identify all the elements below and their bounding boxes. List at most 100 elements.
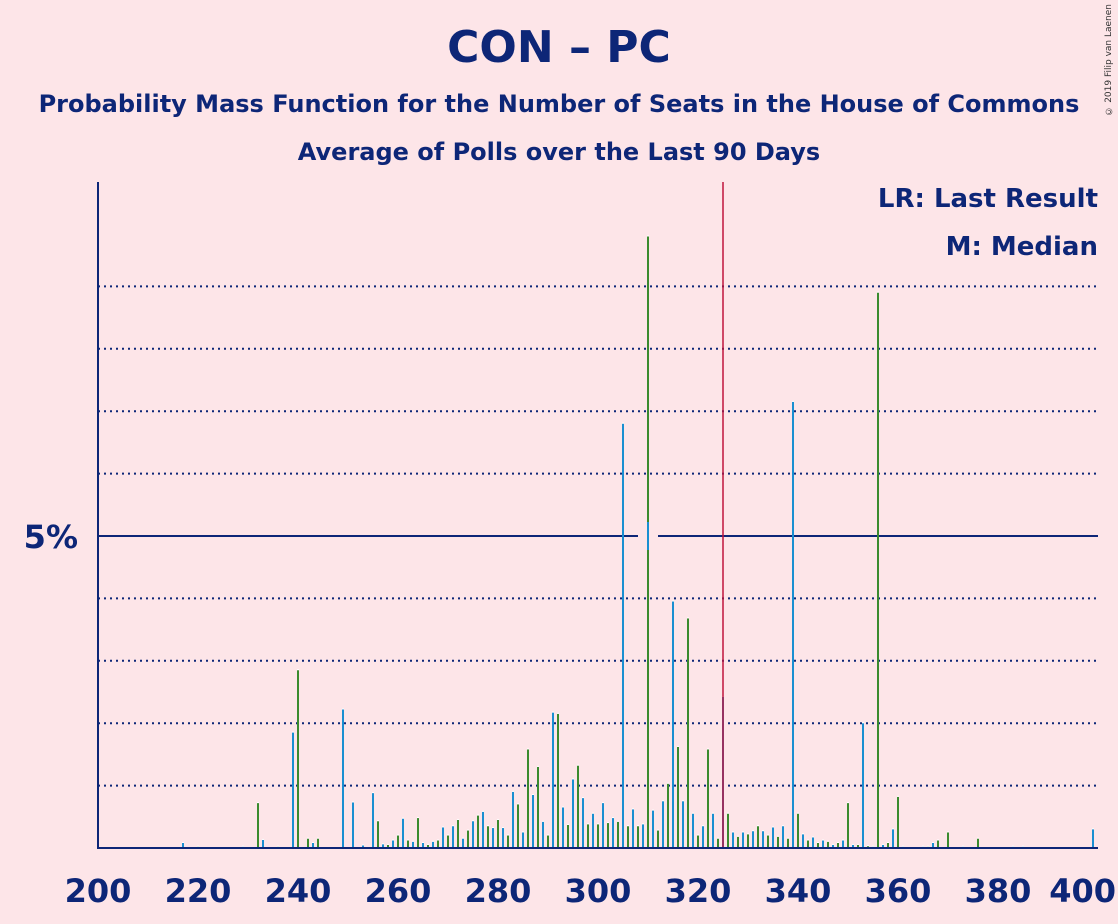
bar bbox=[1092, 829, 1094, 848]
bar bbox=[807, 840, 809, 848]
x-tick-label: 280 bbox=[465, 872, 532, 910]
bar bbox=[557, 713, 559, 848]
bar bbox=[767, 835, 769, 848]
bar bbox=[937, 840, 939, 848]
bar bbox=[342, 709, 344, 848]
bar bbox=[537, 766, 539, 848]
bar bbox=[717, 838, 719, 848]
bar bbox=[677, 746, 679, 848]
bar bbox=[667, 783, 669, 848]
bar bbox=[582, 798, 584, 848]
bar bbox=[312, 843, 314, 848]
bar bbox=[702, 826, 704, 848]
bar bbox=[512, 791, 514, 848]
bar bbox=[547, 835, 549, 848]
bar bbox=[587, 824, 589, 848]
bar bbox=[757, 826, 759, 848]
bar bbox=[352, 802, 354, 848]
bar bbox=[602, 803, 604, 848]
bar bbox=[682, 801, 684, 848]
bar bbox=[377, 821, 379, 848]
bar bbox=[597, 824, 599, 848]
bar bbox=[617, 821, 619, 848]
bar bbox=[612, 818, 614, 848]
bar bbox=[727, 813, 729, 848]
bar bbox=[427, 844, 429, 848]
bar bbox=[787, 838, 789, 848]
bar bbox=[657, 830, 659, 848]
bar bbox=[567, 824, 569, 848]
bar bbox=[552, 712, 554, 848]
bar bbox=[182, 843, 184, 848]
bar bbox=[857, 844, 859, 848]
bar bbox=[852, 844, 854, 848]
chart-subtitle-2: Average of Polls over the Last 90 Days bbox=[297, 138, 821, 166]
bar bbox=[752, 831, 754, 848]
bar bbox=[842, 840, 844, 848]
bar bbox=[672, 601, 674, 848]
bar bbox=[477, 815, 479, 848]
bar bbox=[317, 838, 319, 848]
bar bbox=[932, 843, 934, 848]
bar bbox=[392, 840, 394, 848]
bar bbox=[482, 811, 484, 848]
bar bbox=[407, 840, 409, 848]
x-tick-label: 300 bbox=[565, 872, 632, 910]
bar bbox=[692, 813, 694, 848]
bar bbox=[742, 832, 744, 848]
bar bbox=[847, 803, 849, 848]
bar bbox=[577, 765, 579, 848]
bar bbox=[502, 828, 504, 848]
bar bbox=[517, 804, 519, 848]
bar bbox=[417, 818, 419, 848]
legend-last-result: LR: Last Result bbox=[877, 184, 1098, 214]
bar bbox=[442, 827, 444, 848]
median-bar-segment bbox=[647, 522, 649, 550]
x-tick-label: 400 bbox=[1049, 872, 1116, 910]
x-tick-label: 380 bbox=[965, 872, 1032, 910]
bar bbox=[772, 827, 774, 848]
bar bbox=[622, 423, 624, 848]
bar bbox=[527, 749, 529, 848]
bar bbox=[707, 749, 709, 848]
x-tick-label: 220 bbox=[165, 872, 232, 910]
bar bbox=[882, 844, 884, 848]
bar bbox=[947, 832, 949, 848]
bar bbox=[412, 841, 414, 848]
bar bbox=[362, 845, 364, 848]
bar bbox=[747, 834, 749, 848]
bar bbox=[447, 835, 449, 848]
bar bbox=[792, 401, 794, 848]
bar bbox=[712, 813, 714, 848]
bar bbox=[592, 813, 594, 848]
bar bbox=[292, 732, 294, 848]
bar bbox=[797, 813, 799, 848]
bar bbox=[422, 843, 424, 848]
bar bbox=[662, 801, 664, 848]
bar bbox=[487, 826, 489, 848]
bar bbox=[307, 838, 309, 848]
bar bbox=[687, 618, 689, 848]
x-tick-label: 360 bbox=[865, 872, 932, 910]
bar bbox=[777, 836, 779, 848]
bar bbox=[507, 835, 509, 848]
bar bbox=[522, 832, 524, 848]
bar bbox=[652, 810, 654, 848]
bar bbox=[642, 824, 644, 848]
bar bbox=[472, 821, 474, 848]
chart-subtitle: Probability Mass Function for the Number… bbox=[38, 90, 1080, 118]
x-tick-label: 240 bbox=[265, 872, 332, 910]
bar bbox=[862, 723, 864, 848]
x-tick-label: 320 bbox=[665, 872, 732, 910]
bar bbox=[542, 821, 544, 848]
bar bbox=[832, 844, 834, 848]
bar bbox=[497, 819, 499, 848]
bar bbox=[977, 838, 979, 848]
bar bbox=[812, 837, 814, 848]
bar bbox=[892, 829, 894, 848]
chart-title: CON – PC bbox=[447, 22, 671, 73]
bar bbox=[817, 843, 819, 848]
bar bbox=[827, 841, 829, 848]
bar bbox=[492, 828, 494, 848]
x-tick-label: 340 bbox=[765, 872, 832, 910]
